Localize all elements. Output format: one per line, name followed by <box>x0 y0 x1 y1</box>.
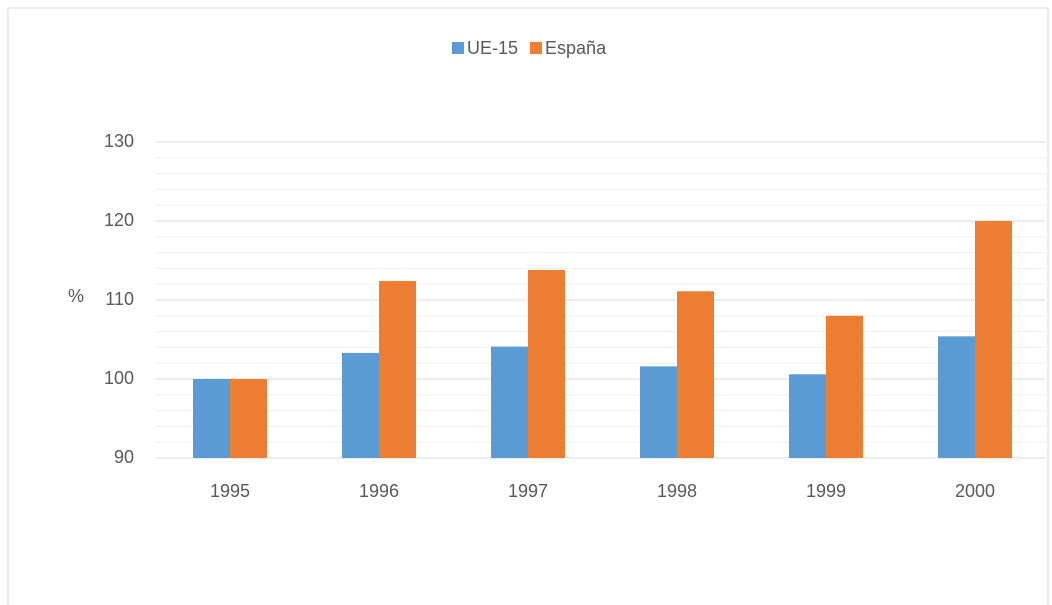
bar <box>193 379 230 458</box>
legend-label: UE-15 <box>467 38 518 58</box>
bar <box>640 366 677 458</box>
y-tick-label: 90 <box>114 447 134 467</box>
y-tick-label: 110 <box>105 289 134 309</box>
bar <box>528 269 565 458</box>
y-tick-label: 130 <box>104 131 134 151</box>
bar <box>975 221 1012 458</box>
bar <box>677 291 714 458</box>
x-tick-label: 1997 <box>508 481 548 501</box>
bar <box>789 374 826 458</box>
y-axis-label: % <box>68 286 84 306</box>
x-tick-label: 1999 <box>806 481 846 501</box>
legend-swatch <box>530 42 543 54</box>
y-tick-label: 120 <box>104 210 134 230</box>
x-tick-label: 1995 <box>210 481 250 501</box>
x-tick-label: 1998 <box>657 481 697 501</box>
y-tick-label: 100 <box>104 368 134 388</box>
x-tick-label: 1996 <box>359 481 399 501</box>
legend-label: España <box>545 38 607 58</box>
bar <box>826 315 863 458</box>
bar <box>938 336 975 458</box>
bar <box>491 346 528 458</box>
x-tick-label: 2000 <box>955 481 995 501</box>
bar <box>379 281 416 458</box>
bar <box>230 379 267 458</box>
legend-swatch <box>452 42 464 54</box>
bar <box>342 352 379 458</box>
